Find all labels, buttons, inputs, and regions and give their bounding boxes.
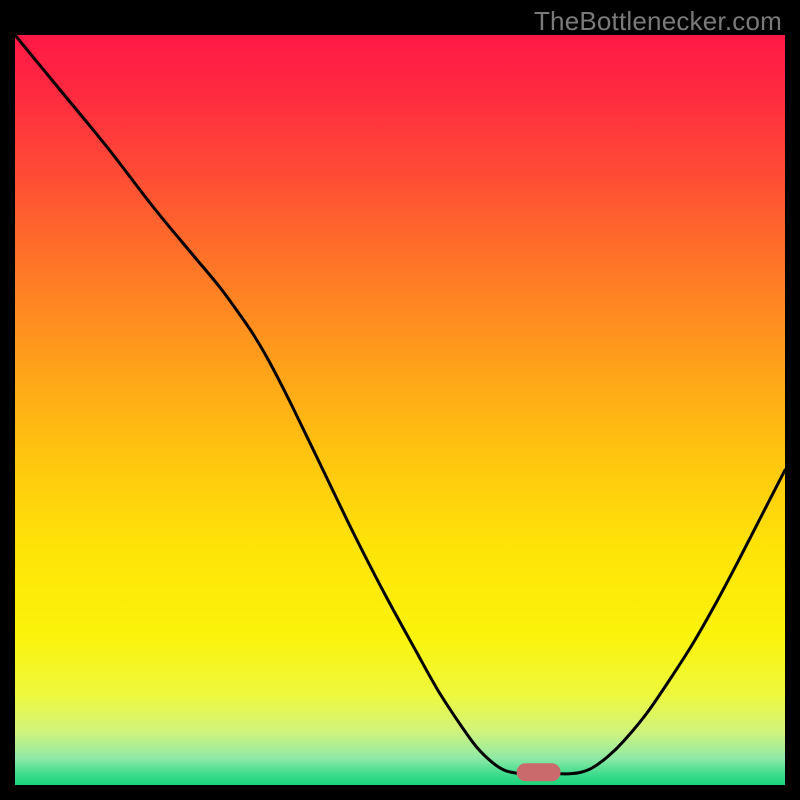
plot-area	[15, 35, 785, 785]
optimal-marker	[517, 763, 561, 781]
gradient-background	[15, 35, 785, 785]
chart-svg	[15, 35, 785, 785]
chart-container: TheBottlenecker.com	[0, 0, 800, 800]
watermark-text: TheBottlenecker.com	[534, 6, 782, 37]
